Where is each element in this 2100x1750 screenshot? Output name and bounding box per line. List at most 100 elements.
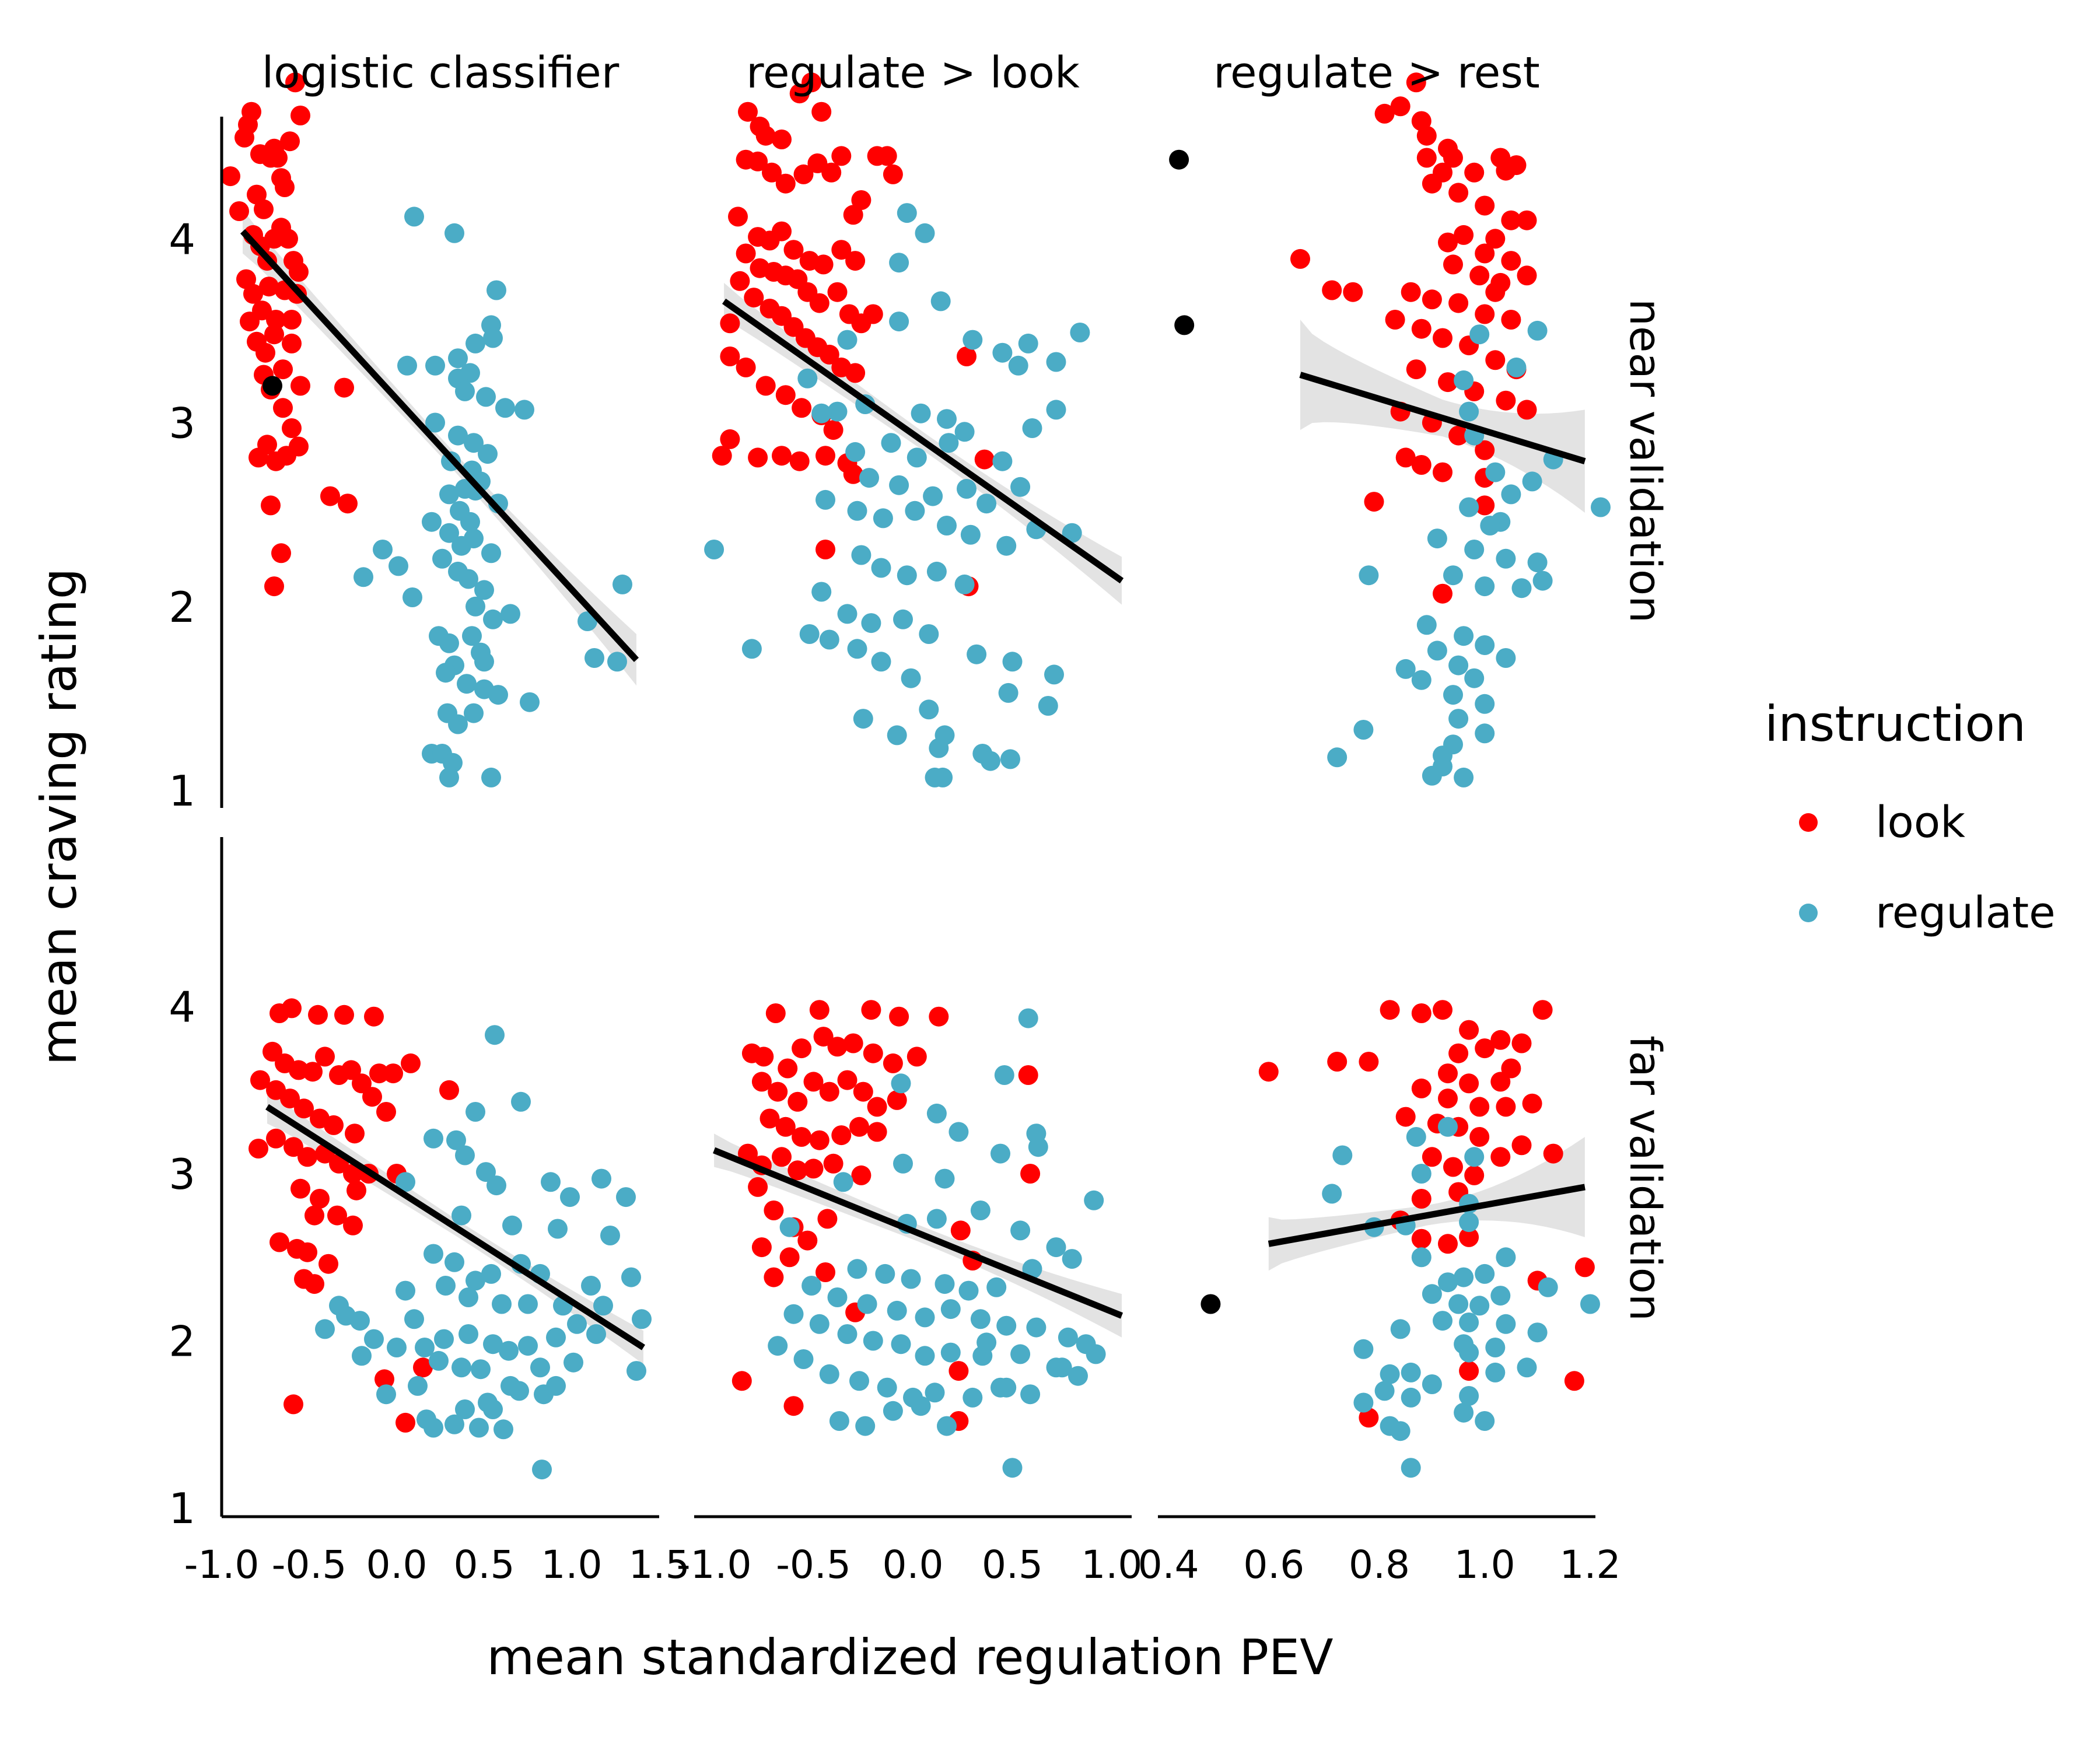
point-regulate (396, 1172, 415, 1192)
point-look (1517, 400, 1537, 420)
point-look (751, 1072, 772, 1092)
point-unlabeled (1169, 149, 1189, 170)
point-regulate (464, 703, 484, 723)
point-regulate (448, 425, 468, 446)
point-regulate (471, 1359, 491, 1380)
point-regulate (1496, 648, 1516, 668)
point-look (374, 1369, 394, 1390)
point-look (720, 429, 740, 449)
point-regulate (851, 545, 872, 565)
point-regulate (464, 528, 484, 549)
point-regulate (1485, 1362, 1506, 1382)
point-regulate (434, 1329, 454, 1349)
point-regulate (1062, 523, 1082, 543)
legend-key-regulate (1799, 904, 1818, 922)
point-look (1380, 1000, 1400, 1020)
point-look (298, 1242, 317, 1262)
point-regulate (958, 1280, 979, 1301)
point-look (413, 1357, 433, 1378)
point-look (1475, 195, 1495, 216)
point-regulate (937, 409, 957, 429)
point-regulate (373, 540, 393, 559)
point-regulate (893, 1153, 913, 1174)
point-regulate (1454, 767, 1474, 788)
point-look (1490, 1072, 1511, 1092)
point-regulate (977, 494, 997, 514)
point-regulate (439, 484, 459, 505)
point-regulate (387, 1338, 407, 1357)
point-regulate (481, 767, 501, 788)
point-look (867, 1097, 887, 1117)
point-regulate (877, 1377, 897, 1398)
point-look (950, 1220, 971, 1241)
point-regulate (859, 468, 879, 488)
point-look (1406, 72, 1426, 93)
point-regulate (466, 333, 485, 354)
point-regulate (954, 574, 975, 594)
point-look (1448, 293, 1469, 313)
point-look (1475, 304, 1495, 324)
point-look (259, 276, 279, 297)
point-regulate (1522, 471, 1542, 492)
point-look (261, 495, 281, 516)
point-look (327, 1205, 347, 1226)
point-look (1395, 1107, 1416, 1127)
point-look (813, 1027, 834, 1047)
point-regulate (963, 330, 983, 350)
point-look (310, 1189, 330, 1209)
point-regulate (1433, 1311, 1452, 1331)
regression-line (722, 298, 1124, 584)
point-look (1438, 1088, 1458, 1109)
point-look (1422, 173, 1442, 194)
point-look (788, 1160, 808, 1181)
point-regulate (404, 1309, 424, 1329)
point-regulate (871, 652, 891, 672)
point-regulate (514, 400, 534, 420)
point-regulate (499, 1340, 519, 1361)
point-regulate (996, 1315, 1017, 1336)
point-regulate (897, 203, 917, 223)
point-regulate (487, 1175, 506, 1196)
point-look (280, 1088, 300, 1109)
point-regulate (1496, 548, 1516, 569)
point-look (775, 385, 796, 405)
point-look (1574, 1257, 1595, 1278)
point-look (851, 190, 872, 210)
point-look (1438, 372, 1458, 393)
point-look (816, 446, 835, 466)
point-look (1485, 350, 1506, 370)
point-regulate (992, 451, 1013, 471)
point-regulate (432, 548, 452, 569)
point-regulate (422, 512, 442, 532)
point-regulate (464, 433, 484, 453)
point-look (1522, 1093, 1542, 1114)
legend-key-look (1799, 813, 1818, 832)
point-regulate (889, 312, 909, 332)
point-regulate (829, 1411, 849, 1431)
point-regulate (970, 1309, 991, 1329)
legend-title: instruction (1765, 695, 2026, 752)
point-look (1459, 1227, 1479, 1247)
point-look (298, 1147, 317, 1167)
point-regulate (802, 1276, 822, 1296)
facet-column-label: regulate > look (746, 48, 1080, 98)
point-look (1395, 447, 1416, 468)
x-tick-label: 0.0 (883, 1542, 944, 1587)
point-look (345, 1124, 365, 1144)
point-regulate (350, 1311, 370, 1331)
point-regulate (998, 682, 1019, 703)
point-regulate (600, 1226, 620, 1245)
point-regulate (1511, 578, 1532, 598)
point-regulate (439, 633, 459, 653)
point-regulate (354, 567, 373, 587)
point-regulate (466, 596, 485, 617)
point-regulate (1010, 477, 1031, 497)
point-regulate (459, 1324, 478, 1344)
point-regulate (845, 442, 866, 462)
point-look (271, 543, 291, 564)
point-regulate (495, 398, 515, 418)
point-regulate (1401, 1362, 1421, 1382)
point-look (819, 344, 839, 365)
point-regulate (1380, 1364, 1400, 1384)
point-look (797, 1230, 818, 1251)
